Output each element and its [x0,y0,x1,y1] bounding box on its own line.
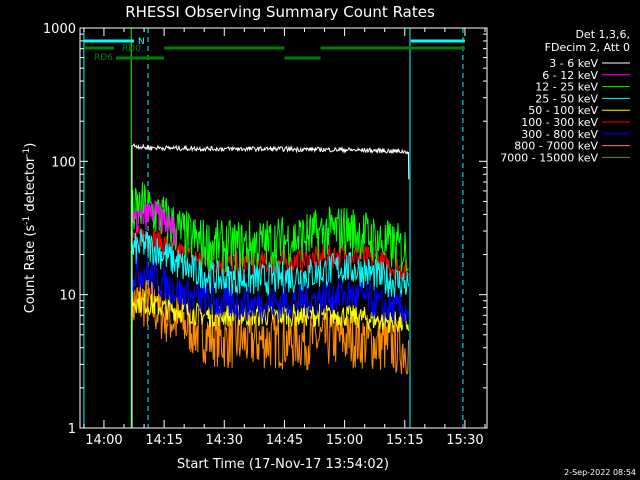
legend-label-6: 300 - 800 keV [521,128,598,141]
series-trace-3 [131,228,409,428]
y-axis-label-mid: detector [23,156,38,216]
x-tick-label-4: 15:00 [326,433,363,448]
y-axis-label-post: ) [23,143,38,148]
series-trace-6 [131,256,409,428]
rd0-bar-label: RD0 [122,44,141,54]
legend-label-0: 3 - 6 keV [549,57,598,70]
y-axis-label-sup2: -1 [22,148,32,157]
x-axis-label: Start Time (17-Nov-17 13:54:02) [177,457,389,472]
chart-title: RHESSI Observing Summary Count Rates [125,3,435,21]
legend-header-line2: FDecim 2, Att 0 [545,41,630,54]
legend-label-4: 50 - 100 keV [528,104,598,117]
y-axis-label-sup1: -1 [22,216,32,225]
x-tick-label-1: 14:15 [145,433,182,448]
x-tick-label-5: 15:15 [386,433,423,448]
y-tick-label-3: 1000 [43,22,76,37]
generation-timestamp: 2-Sep-2022 08:54 [564,468,636,477]
legend-label-3: 25 - 50 keV [535,92,598,105]
y-tick-label-1: 10 [59,289,76,304]
legend-label-5: 100 - 300 keV [521,116,598,129]
legend-label-2: 12 - 25 keV [535,81,598,94]
legend-label-1: 6 - 12 keV [542,69,598,82]
axes: 14:00 14:15 14:30 14:45 15:00 15:15 15:30 1 10 10… [43,22,488,448]
legend-label-8: 7000 - 15000 keV [500,151,598,164]
plot-frame [79,27,488,429]
x-tick-label-6: 15:30 [446,433,483,448]
series-trace-2 [131,182,409,428]
series-trace-7 [131,277,409,428]
rd6-bar-label: RD6 [94,53,113,63]
y-tick-label-0: 1 [68,422,76,437]
legend-header-line1: Det 1,3,6, [575,28,630,41]
legend-label-7: 800 - 7000 keV [514,140,598,153]
y-axis-label-pre: Count Rate (s [23,225,38,314]
chart-marks [131,143,410,428]
x-tick-label-2: 14:30 [206,433,243,448]
series-trace-1 [131,200,177,428]
y-tick-label-2: 100 [51,155,76,170]
x-tick-label-0: 14:00 [85,433,122,448]
series-trace-0 [131,143,410,428]
x-tick-label-3: 14:45 [266,433,303,448]
night-bar-label: N [138,37,145,47]
y-axis-label: Count Rate (s-1 detector-1) [22,143,38,314]
